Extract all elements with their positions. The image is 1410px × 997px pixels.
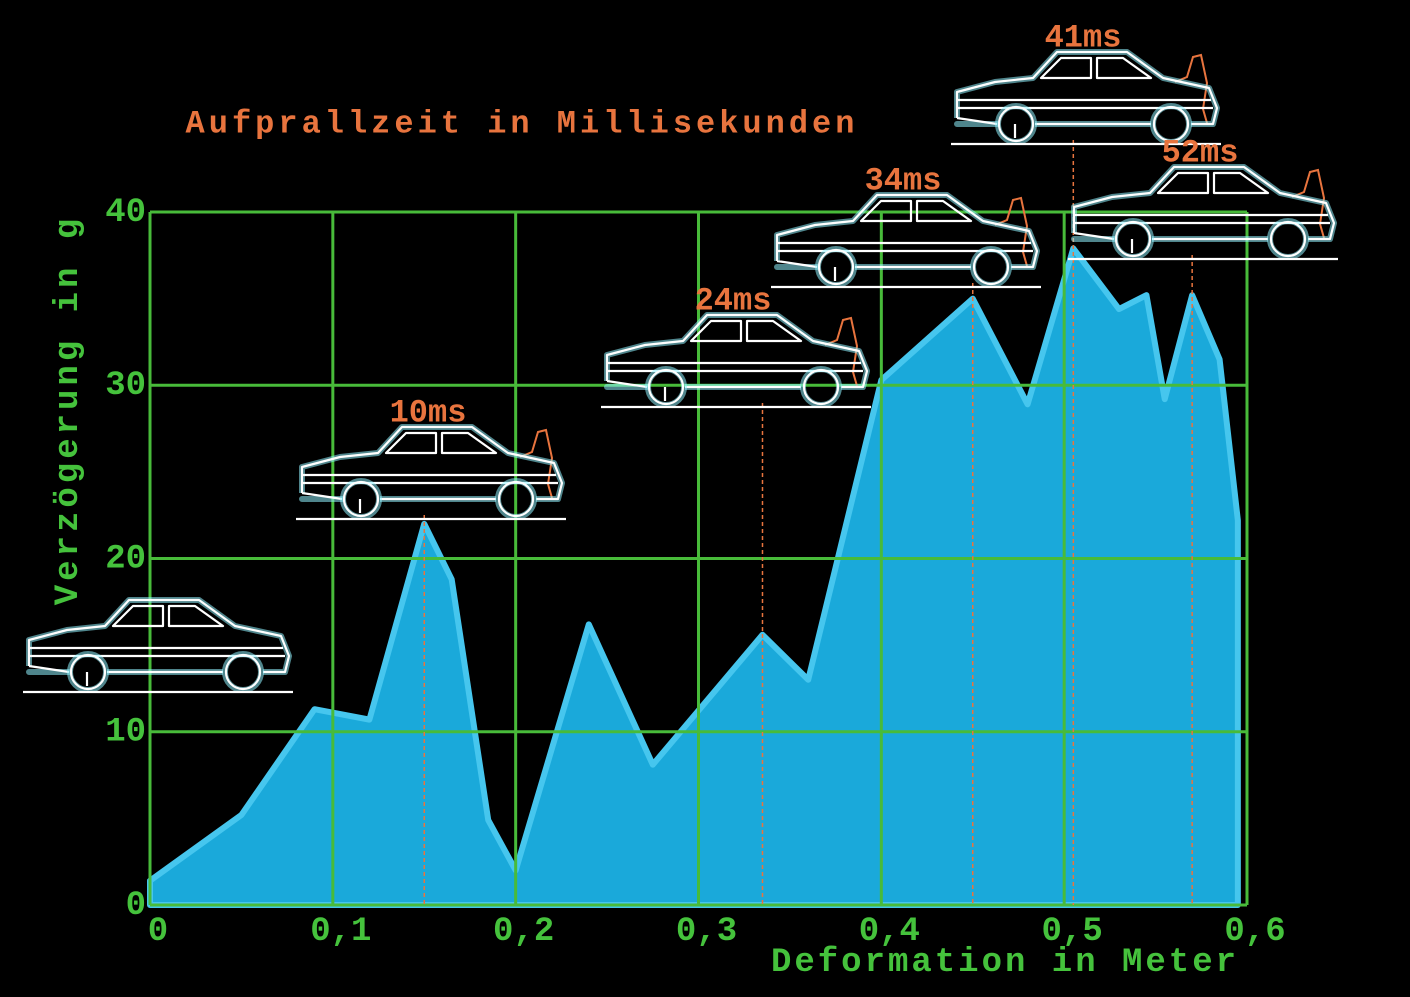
car-icon (296, 427, 566, 519)
annotation-label: 24ms (695, 282, 772, 319)
y-tick-label: 10 (105, 714, 146, 752)
annotation-label: 10ms (390, 394, 467, 431)
chart-title: Aufprallzeit in Millisekunden (186, 105, 859, 142)
y-tick-label: 40 (105, 194, 146, 232)
car-icon (771, 195, 1041, 287)
annotation-label: 41ms (1045, 19, 1122, 56)
car-icon (601, 315, 871, 407)
y-tick-label: 0 (126, 887, 146, 925)
x-tick-label: 0,3 (676, 913, 737, 951)
x-tick-label: 0,2 (493, 913, 554, 951)
x-tick-label: 0,4 (859, 913, 920, 951)
y-tick-label: 30 (105, 367, 146, 405)
x-tick-label: 0,6 (1224, 913, 1285, 951)
annotation-label: 52ms (1162, 134, 1239, 171)
y-axis-label: Verzögerung in g (50, 215, 88, 605)
x-tick-label: 0,5 (1042, 913, 1103, 951)
x-tick-label: 0 (148, 913, 168, 951)
x-tick-label: 0,1 (310, 913, 371, 951)
y-tick-label: 20 (105, 540, 146, 578)
area (147, 245, 1241, 908)
annotation-label: 34ms (865, 162, 942, 199)
car-icon (951, 52, 1221, 144)
x-axis-label: Deformation in Meter (771, 944, 1239, 982)
car-icon (23, 600, 293, 692)
